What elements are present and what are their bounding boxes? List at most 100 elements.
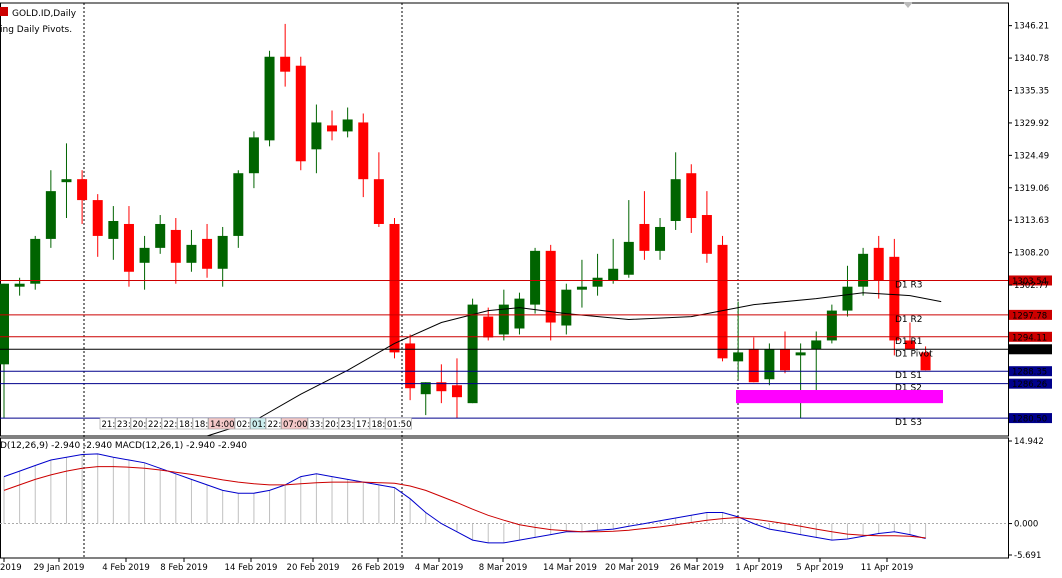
- timer-11: 07:00: [283, 420, 308, 430]
- timer-12: 33:: [310, 420, 324, 430]
- level-price-6: 1280.50: [1012, 415, 1047, 425]
- candle-body-36: [561, 289, 572, 326]
- level-name-6: D1 S3: [895, 418, 922, 428]
- candle-body-26: [405, 343, 416, 389]
- price-tick-label-7: 1308.20: [1014, 249, 1049, 259]
- date-label-7: 4 Mar 2019: [415, 563, 463, 573]
- timer-box-13: [323, 417, 339, 430]
- timer-14: 23:: [341, 420, 355, 430]
- timer-17: 01:50: [387, 420, 412, 430]
- indicator-title: ing Daily Pivots.: [0, 25, 72, 35]
- price-tick-label-6: 1313.63: [1014, 216, 1049, 226]
- timer-0: 21:: [102, 420, 116, 430]
- candle-body-42: [655, 226, 666, 251]
- date-label-9: 14 Mar 2019: [543, 563, 597, 573]
- price-tick-label-0: 1346.21: [1014, 22, 1049, 32]
- date-label-12: 1 Apr 2019: [735, 563, 782, 573]
- timer-8: 02:: [237, 420, 251, 430]
- candle-body-48: [748, 349, 759, 383]
- symbol-title: GOLD.ID,Daily: [12, 9, 77, 19]
- level-price-tag-5: [1009, 378, 1052, 389]
- timer-6: 18:: [195, 420, 209, 430]
- timer-box-12: [307, 417, 324, 430]
- macd-tick-label-0: 14.942: [1014, 437, 1044, 447]
- level-name-5: D1 S2: [895, 384, 922, 394]
- macd-tick-label-2: -5.691: [1014, 551, 1041, 561]
- candle-body-40: [623, 241, 634, 275]
- timer-15: 17:: [356, 420, 370, 430]
- candle-body-18: [280, 56, 291, 72]
- candle-body-28: [436, 382, 447, 392]
- candle-body-37: [576, 286, 587, 290]
- timer-box-3: [146, 417, 162, 430]
- candle-body-6: [92, 200, 103, 236]
- candle-body-56: [873, 247, 884, 281]
- candle-body-21: [327, 125, 338, 132]
- timer-box-5: [177, 417, 193, 430]
- candle-body-51: [795, 352, 806, 356]
- shift-marker-icon[interactable]: [903, 2, 913, 8]
- level-price-0: 1303.54: [1012, 277, 1047, 287]
- price-pane-frame: [0, 2, 1009, 437]
- level-price-2: 1294.11: [1012, 333, 1047, 343]
- level-price-tag-6: [1009, 413, 1052, 424]
- candle-body-29: [451, 385, 462, 398]
- candle-body-52: [811, 340, 822, 350]
- level-price-tag-1: [1009, 309, 1052, 320]
- price-tick-label-3: 1329.92: [1014, 119, 1049, 129]
- timer-1: 23:: [117, 420, 131, 430]
- date-label-6: 26 Feb 2019: [352, 563, 405, 573]
- timer-9: 01:: [252, 420, 266, 430]
- timer-box-7: [208, 417, 235, 430]
- date-label-10: 20 Mar 2019: [605, 563, 659, 573]
- timer-box-0: [99, 417, 116, 430]
- candle-body-38: [592, 277, 603, 287]
- level-price-tag-0: [1009, 275, 1052, 286]
- macd-signal-line: [3, 466, 926, 539]
- candle-body-50: [780, 349, 790, 371]
- level-price-4: 1288.35: [1012, 368, 1047, 378]
- level-name-3: D1 Pivot: [895, 349, 933, 359]
- candle-body-44: [686, 173, 697, 219]
- candle-body-33: [514, 298, 525, 329]
- timer-box-1: [115, 417, 131, 430]
- timer-5: 18:: [179, 420, 193, 430]
- timer-box-17: [385, 417, 412, 430]
- level-name-4: D1 S1: [895, 371, 922, 381]
- candle-body-27: [420, 382, 431, 395]
- date-label-14: 11 Apr 2019: [861, 563, 914, 573]
- macd-tick-label-1: 0.000: [1014, 520, 1038, 530]
- level-price-tag-4: [1009, 366, 1052, 377]
- candle-body-2: [30, 238, 41, 284]
- timer-box-9: [250, 417, 266, 430]
- candle-body-15: [233, 173, 244, 236]
- timer-2: 20:: [133, 420, 147, 430]
- price-tick-label-1: 1340.78: [1014, 54, 1049, 64]
- timer-box-6: [192, 417, 209, 430]
- candle-body-13: [202, 238, 213, 269]
- timer-box-2: [130, 417, 147, 430]
- level-price-5: 1286.26: [1012, 380, 1047, 390]
- date-label-4: 14 Feb 2019: [225, 563, 278, 573]
- candle-body-45: [701, 215, 712, 254]
- candle-body-34: [530, 250, 541, 305]
- level-name-2: D1 R1: [895, 337, 923, 347]
- level-price-3: 1292.02: [1012, 346, 1047, 356]
- candle-body-4: [61, 179, 72, 183]
- price-tick-label-8: 1302.77: [1014, 281, 1049, 291]
- macd-title: D(12,26,9) -2.940 -2.940 MACD(12,26,1) -…: [0, 441, 247, 451]
- candle-body-5: [77, 179, 88, 201]
- timer-16: 18:: [372, 420, 386, 430]
- timer-box-15: [354, 417, 370, 430]
- date-label-0: 2019: [0, 563, 22, 573]
- symbol-icon: [0, 7, 8, 16]
- candle-body-9: [139, 247, 150, 263]
- price-tick-label-2: 1335.35: [1014, 86, 1049, 96]
- candle-body-16: [248, 137, 259, 174]
- candle-body-23: [358, 122, 369, 180]
- timer-10: 22:: [268, 420, 282, 430]
- date-label-11: 26 Mar 2019: [670, 563, 724, 573]
- candle-body-35: [545, 250, 556, 323]
- candle-body-32: [498, 304, 509, 335]
